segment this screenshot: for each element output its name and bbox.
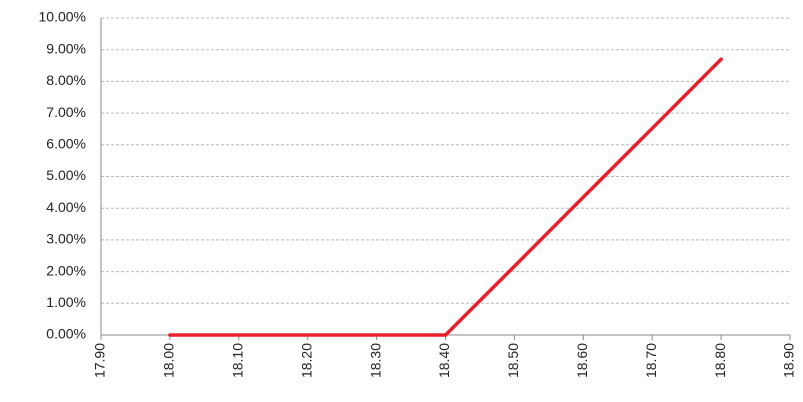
- line: [168, 57, 723, 337]
- x-tick-label: 18.40: [436, 343, 452, 378]
- y-tick-label: 3.00%: [46, 231, 86, 247]
- y-tick-label: 0.00%: [46, 326, 86, 342]
- x-tick-label: 18.70: [643, 343, 659, 378]
- x-tick-label: 18.80: [712, 343, 728, 378]
- y-tick-label: 5.00%: [46, 167, 86, 183]
- x-tick-label: 18.90: [781, 343, 797, 378]
- x-tick-label: 18.30: [367, 343, 383, 378]
- y-tick-label: 10.00%: [39, 9, 86, 25]
- x-tick-label: 18.60: [574, 343, 590, 378]
- y-tick-label: 6.00%: [46, 136, 86, 152]
- x-tick-label: 17.90: [92, 343, 108, 378]
- y-tick-label: 2.00%: [46, 262, 86, 278]
- y-tick-label: 1.00%: [46, 294, 86, 310]
- x-tick-label: 18.50: [505, 343, 521, 378]
- y-tick-label: 4.00%: [46, 199, 86, 215]
- x-tick-label: 18.20: [298, 343, 314, 378]
- x-tick-label: 18.00: [161, 343, 177, 378]
- x-tick-label: 18.10: [230, 343, 246, 378]
- y-tick-label: 8.00%: [46, 72, 86, 88]
- y-tick-label: 9.00%: [46, 40, 86, 56]
- y-tick-label: 7.00%: [46, 104, 86, 120]
